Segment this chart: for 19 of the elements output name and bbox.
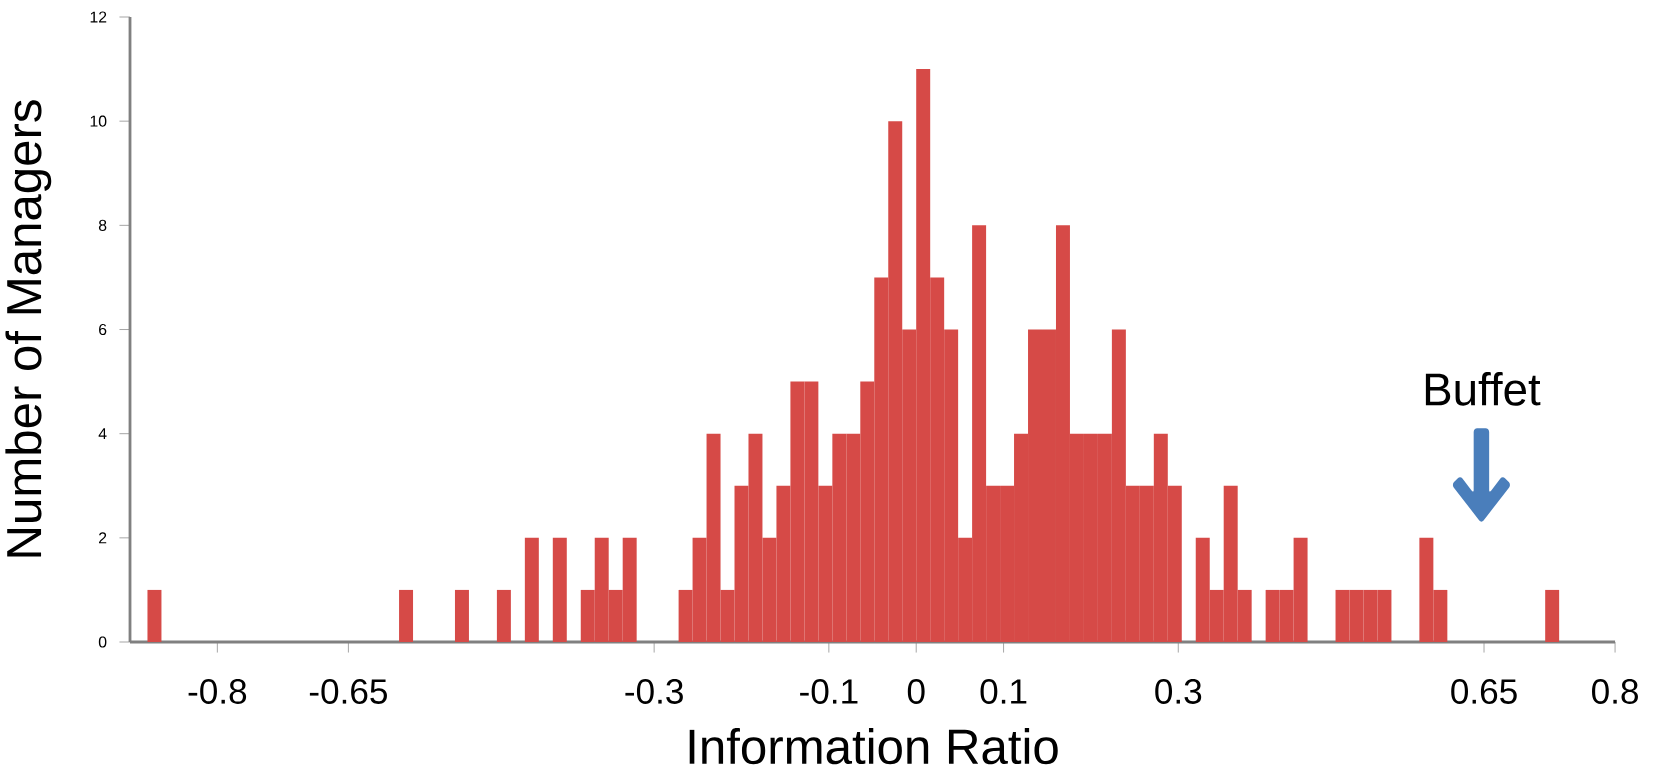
annotation: Buffet bbox=[1425, 372, 1541, 406]
x-tick-label: 0.65 bbox=[1451, 679, 1517, 704]
y-tick-label: 12 bbox=[90, 11, 107, 23]
x-tick-label: -0.3 bbox=[625, 679, 683, 704]
y-tick-label: 6 bbox=[99, 323, 107, 336]
x-tick-label: 0.3 bbox=[1155, 679, 1202, 704]
x-tick-label: 0.8 bbox=[1592, 679, 1638, 704]
x-tick-label: 0 bbox=[907, 679, 925, 704]
y-axis-title: Number of Managers bbox=[5, 100, 52, 557]
y-tick-label: 0 bbox=[98, 636, 107, 648]
y-tick-label: 10 bbox=[90, 115, 107, 127]
y-tick-label: 2 bbox=[99, 532, 107, 544]
x-tick-label: 0.1 bbox=[980, 679, 1027, 704]
y-tick-label: 4 bbox=[98, 428, 107, 440]
x-tick-label: -0.1 bbox=[800, 679, 858, 704]
x-tick-label: -0.65 bbox=[309, 679, 387, 704]
x-tick-label: -0.8 bbox=[188, 679, 247, 704]
x-axis-title: Information Ratio bbox=[689, 728, 1058, 765]
y-tick-label: 8 bbox=[98, 219, 107, 231]
